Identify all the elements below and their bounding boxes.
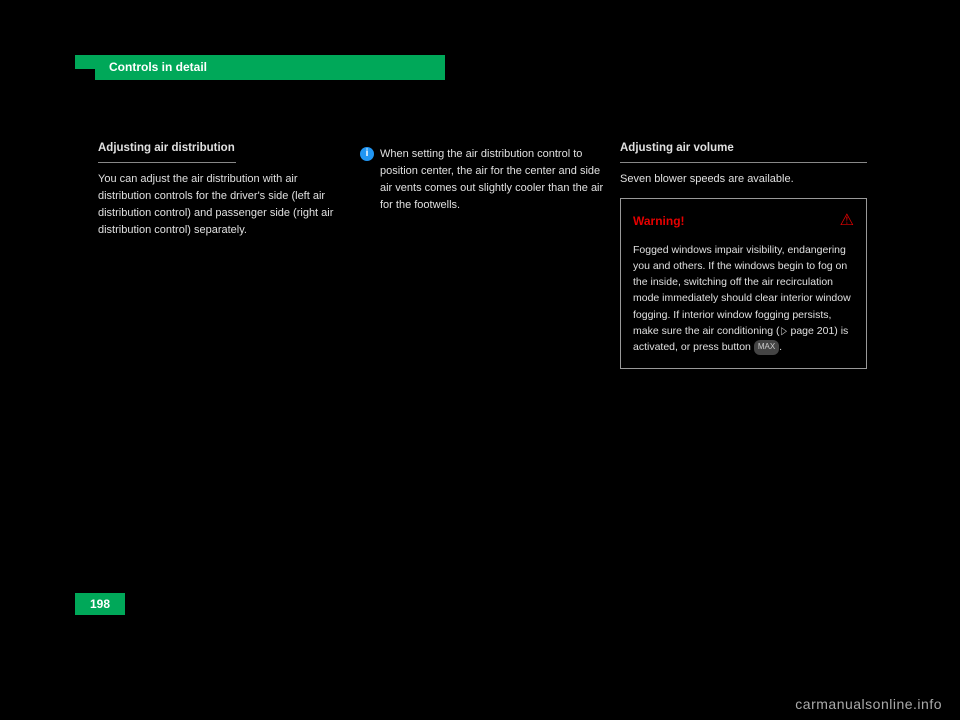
watermark: carmanualsonline.info [795,696,942,712]
info-note: i When setting the air distribution cont… [360,146,607,214]
warning-header: Warning! ⚠ [633,209,854,234]
paragraph: Seven blower speeds are available. [620,171,867,188]
header-tab [75,55,95,69]
warning-text-3: . [779,341,782,353]
warning-triangle-icon: ⚠ [840,209,854,234]
warning-text-1: Fogged windows impair visibility, endang… [633,244,851,337]
warning-title: Warning! [633,212,685,231]
page: Controls in detail Adjusting air distrib… [0,0,960,720]
info-text: When setting the air distribution contro… [380,146,607,214]
heading-air-volume: Adjusting air volume [620,140,867,158]
page-number-text: 198 [90,597,110,611]
info-icon: i [360,147,374,161]
page-number: 198 [75,593,125,615]
divider [98,162,236,163]
paragraph: You can adjust the air distribution with… [98,171,345,239]
warning-box: Warning! ⚠ Fogged windows impair visibil… [620,198,867,369]
heading-air-distribution: Adjusting air distribution [98,140,345,158]
column-1: Adjusting air distribution You can adjus… [98,140,345,243]
warning-page-ref: page 201 [791,325,835,337]
defrost-max-icon: MAX [754,340,779,354]
column-3: Adjusting air volume Seven blower speeds… [620,140,867,369]
section-header: Controls in detail [95,55,445,80]
warning-content: Fogged windows impair visibility, endang… [633,242,854,356]
section-title: Controls in detail [109,60,207,74]
page-ref-arrow-icon: ▷ [781,323,787,339]
column-2: i When setting the air distribution cont… [360,140,607,214]
divider [620,162,867,163]
